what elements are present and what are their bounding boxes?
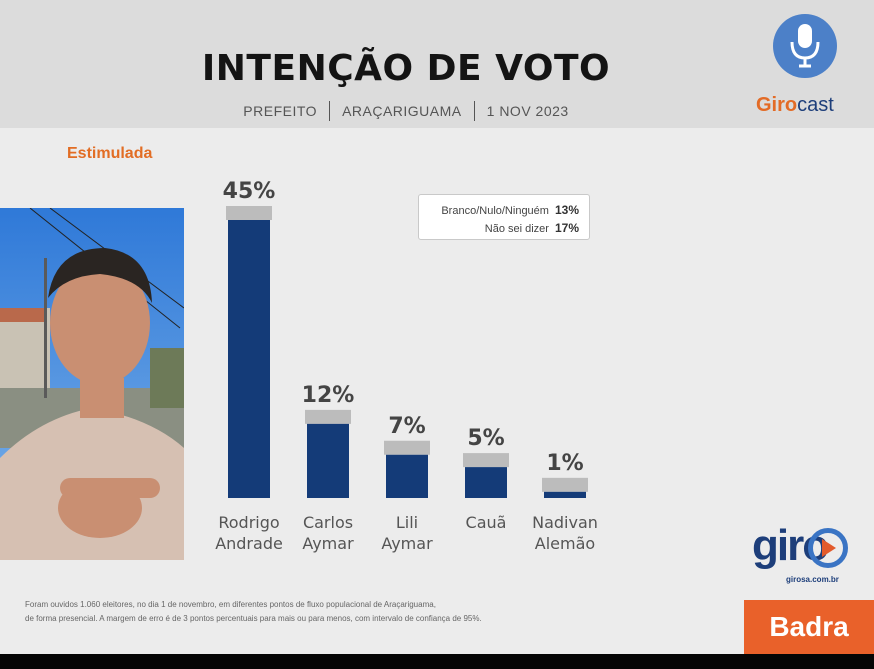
play-icon (822, 539, 836, 557)
bar-cap (384, 440, 430, 455)
category-label: Carlos (303, 513, 353, 532)
header-band: INTENÇÃO DE VOTO PREFEITO ARAÇARIGUAMA 1… (0, 0, 874, 128)
refresh-icon (808, 528, 848, 568)
bar-cap (226, 206, 272, 220)
methodology-note-line: de forma presencial. A margem de erro é … (25, 614, 482, 623)
category-label: Cauã (466, 513, 507, 532)
bar-cap (542, 477, 588, 492)
page-title: INTENÇÃO DE VOTO (201, 48, 611, 89)
data-label: 5% (467, 426, 504, 451)
legend-box: Branco/Nulo/Ninguém 13% Não sei dizer 17… (418, 194, 590, 240)
methodology-note: Foram ouvidos 1.060 eleitores, no dia 1 … (25, 598, 625, 626)
legend-row-undecided: Não sei dizer 17% (484, 221, 579, 235)
bottom-bar (0, 654, 874, 669)
giro-site: girosa.com.br (786, 575, 839, 584)
microphone-icon (773, 14, 837, 78)
bar (228, 220, 270, 498)
girocast-wordmark: Girocast (756, 94, 834, 116)
presenter-video (0, 208, 184, 560)
category-label: Andrade (215, 534, 283, 553)
subtitle-date: 1 NOV 2023 (486, 103, 569, 119)
data-label: 1% (546, 451, 583, 476)
data-label: 45% (223, 179, 276, 204)
data-label: 7% (388, 414, 425, 439)
badra-logo: Badra (744, 600, 874, 654)
category-label: Lili (396, 513, 418, 532)
methodology-note-line: Foram ouvidos 1.060 eleitores, no dia 1 … (25, 600, 436, 609)
subtitle-office: PREFEITO (243, 103, 318, 119)
data-label: 12% (302, 383, 355, 408)
stimulated-label: Estimulada (67, 145, 153, 162)
bar (465, 467, 507, 498)
category-label: Alemão (535, 534, 595, 553)
bar (307, 423, 349, 498)
legend-row-blank-null: Branco/Nulo/Ninguém 13% (441, 203, 579, 217)
bar-cap (463, 453, 509, 468)
category-label: Rodrigo (218, 513, 279, 532)
subtitle-separator (473, 101, 475, 121)
bar (544, 491, 586, 498)
subtitle-city: ARAÇARIGUAMA (342, 103, 462, 119)
subtitle: PREFEITO ARAÇARIGUAMA 1 NOV 2023 (0, 101, 812, 121)
subtitle-separator (329, 101, 331, 121)
bar (386, 454, 428, 498)
girocast-logo: Girocast (756, 14, 866, 122)
bar-cap (305, 409, 351, 424)
category-label: Aymar (302, 534, 354, 553)
giro-logo: giro girosa.com.br (752, 520, 856, 592)
category-label: Aymar (381, 534, 433, 553)
category-label: Nadivan (532, 513, 598, 532)
